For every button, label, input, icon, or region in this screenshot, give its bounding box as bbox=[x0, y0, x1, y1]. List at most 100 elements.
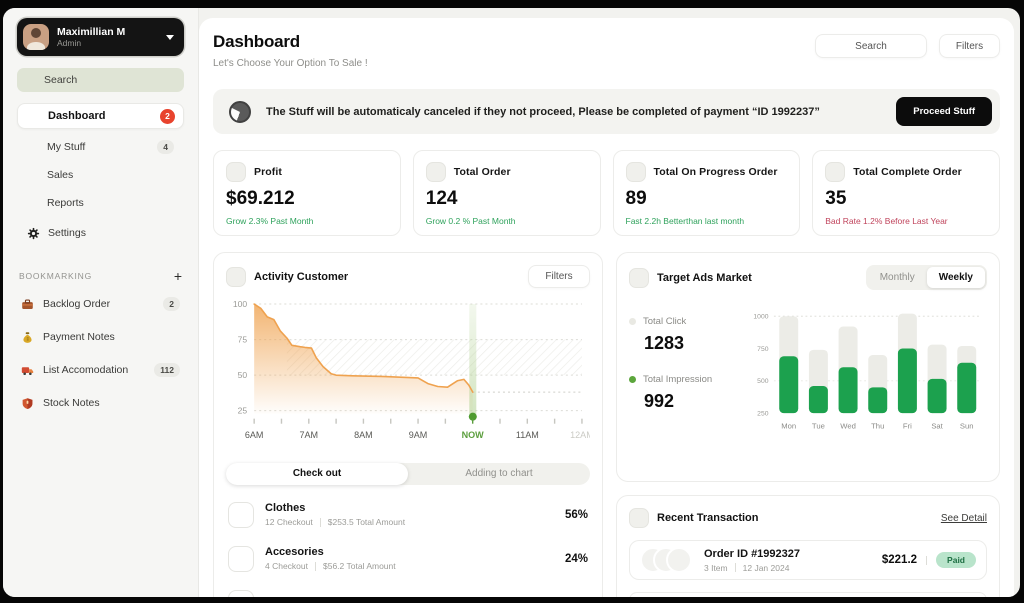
count-badge: 2 bbox=[163, 297, 180, 311]
count-badge: 112 bbox=[154, 363, 180, 377]
tab-check-out[interactable]: Check out bbox=[226, 462, 408, 485]
order-amount: $221.2 bbox=[881, 554, 918, 566]
activity-tabs: Check out Adding to chart bbox=[226, 462, 590, 485]
svg-text:Sun: Sun bbox=[960, 422, 974, 431]
user-menu[interactable]: Maximillian M Admin bbox=[17, 18, 184, 56]
sidebar-item-payment-notes[interactable]: Payment Notes bbox=[17, 325, 184, 349]
list-item-clothes[interactable]: Clothes 12 Checkout $253.5 Total Amount … bbox=[226, 493, 590, 537]
total-click-value: 1283 bbox=[644, 333, 685, 353]
order-date: 12 Jan 2024 bbox=[742, 562, 790, 573]
page-subtitle: Let's Choose Your Option To Sale ! bbox=[213, 58, 368, 69]
total-impression-value: 992 bbox=[644, 391, 675, 411]
sidebar-item-settings[interactable]: Settings bbox=[17, 221, 184, 245]
item-checkout-count: 12 Checkout bbox=[265, 517, 313, 528]
complete-order-icon bbox=[825, 162, 846, 182]
alert-banner: The Stuff will be automaticaly canceled … bbox=[213, 89, 1000, 134]
stat-note: Grow 0.2 % Past Month bbox=[425, 216, 516, 226]
item-total-amount: $253.5 Total Amount bbox=[327, 517, 406, 528]
target-ads-title: Target Ads Market bbox=[657, 271, 752, 284]
stat-label: Total On Progress Order bbox=[653, 166, 778, 178]
stat-label: Total Order bbox=[453, 166, 511, 178]
item-name: Clothes bbox=[265, 502, 306, 515]
checkout-list: Clothes 12 Checkout $253.5 Total Amount … bbox=[226, 493, 590, 597]
progress-order-icon bbox=[625, 162, 646, 182]
stat-note: Bad Rate 1.2% Before Last Year bbox=[825, 216, 948, 226]
total-click-dot bbox=[629, 318, 636, 325]
toggle-weekly[interactable]: Weekly bbox=[926, 267, 985, 288]
sidebar-item-backlog-order[interactable]: Backlog Order 2 bbox=[17, 292, 184, 316]
svg-text:8AM: 8AM bbox=[354, 430, 373, 440]
svg-text:Sat: Sat bbox=[931, 422, 943, 431]
truck-icon bbox=[21, 366, 34, 375]
activity-icon bbox=[226, 266, 246, 287]
main-content: Dashboard Let's Choose Your Option To Sa… bbox=[199, 18, 1014, 597]
item-checkbox[interactable] bbox=[228, 545, 254, 572]
stat-value: 35 bbox=[825, 188, 847, 209]
transaction-row-partial[interactable] bbox=[629, 592, 987, 597]
item-checkbox[interactable] bbox=[228, 501, 254, 528]
stat-label: Profit bbox=[254, 166, 283, 178]
moneybag-icon bbox=[23, 331, 32, 343]
proceed-stuff-button[interactable]: Proceed Stuff bbox=[896, 97, 992, 126]
sidebar-item-label: Backlog Order bbox=[43, 298, 111, 310]
status-badge: Paid bbox=[936, 552, 976, 568]
sidebar-item-label: Stock Notes bbox=[43, 397, 100, 409]
sidebar-item-list-accomodation[interactable]: List Accomodation 112 bbox=[17, 358, 184, 382]
sidebar-item-label: Dashboard bbox=[48, 110, 106, 122]
stats-row: Profit $69.212 Grow 2.3% Past Month Tota… bbox=[213, 150, 1000, 236]
item-checkbox[interactable] bbox=[228, 589, 254, 597]
stat-card-total-order: Total Order 124 Grow 0.2 % Past Month bbox=[412, 150, 601, 236]
order-id: Order ID #1992327 bbox=[704, 547, 801, 560]
item-percent: 56% bbox=[564, 508, 588, 521]
sidebar-item-dashboard[interactable]: Dashboard 2 bbox=[17, 103, 184, 129]
sidebar-item-sales[interactable]: Sales bbox=[17, 163, 184, 187]
sidebar-item-label: My Stuff bbox=[47, 141, 86, 153]
see-detail-link[interactable]: See Detail bbox=[940, 512, 987, 524]
notification-badge: 2 bbox=[160, 108, 175, 124]
total-click-label: Total Click bbox=[643, 316, 687, 327]
svg-text:750: 750 bbox=[757, 346, 769, 353]
order-items: 3 Item bbox=[704, 562, 728, 573]
stat-value: 124 bbox=[425, 188, 458, 209]
user-role: Admin bbox=[57, 37, 82, 48]
total-impression-dot bbox=[629, 376, 636, 383]
transaction-row[interactable]: Order ID #1992327 3 Item 12 Jan 2024 $22… bbox=[629, 540, 987, 580]
sidebar-item-reports[interactable]: Reports bbox=[17, 191, 184, 215]
tab-adding-to-chart[interactable]: Adding to chart bbox=[408, 463, 590, 485]
app-window: Maximillian M Admin Search Dashboard 2 M… bbox=[3, 8, 1020, 597]
svg-text:25: 25 bbox=[238, 406, 248, 416]
gear-icon bbox=[27, 227, 40, 239]
filters-button[interactable]: Filters bbox=[939, 34, 1000, 58]
search-button[interactable]: Search bbox=[815, 34, 927, 58]
sidebar-item-my-stuff[interactable]: My Stuff 4 bbox=[17, 135, 184, 159]
activity-filters-button[interactable]: Filters bbox=[528, 265, 590, 288]
list-item-accesories[interactable]: Accesories 4 Checkout $56.2 Total Amount… bbox=[226, 537, 590, 581]
transaction-thumbnails bbox=[640, 547, 694, 573]
stat-note: Fast 2.2h Betterthan last month bbox=[625, 216, 745, 226]
briefcase-icon bbox=[22, 298, 33, 309]
svg-text:Thu: Thu bbox=[871, 422, 884, 431]
toggle-monthly[interactable]: Monthly bbox=[868, 267, 927, 288]
sidebar-search-button[interactable]: Search bbox=[17, 68, 184, 92]
list-item-partial[interactable] bbox=[226, 581, 590, 597]
svg-text:75: 75 bbox=[238, 335, 248, 345]
page-title: Dashboard bbox=[213, 32, 300, 51]
total-impression-label: Total Impression bbox=[643, 374, 713, 385]
chevron-down-icon bbox=[166, 34, 174, 40]
target-ads-card: Target Ads Market Monthly Weekly Total C… bbox=[616, 252, 1000, 482]
svg-text:50: 50 bbox=[238, 370, 248, 380]
sidebar-item-stock-notes[interactable]: Stock Notes bbox=[17, 391, 184, 415]
alert-text: The Stuff will be automaticaly canceled … bbox=[266, 105, 820, 118]
item-percent: 24% bbox=[564, 552, 588, 565]
sidebar-item-label: List Accomodation bbox=[43, 364, 129, 376]
svg-text:Tue: Tue bbox=[812, 422, 825, 431]
stat-note: Grow 2.3% Past Month bbox=[226, 216, 314, 226]
add-bookmark-button[interactable]: + bbox=[173, 268, 182, 284]
stat-card-progress-order: Total On Progress Order 89 Fast 2.2h Bet… bbox=[612, 150, 801, 236]
recent-transaction-card: Recent Transaction See Detail Order ID #… bbox=[616, 495, 1000, 597]
sidebar: Maximillian M Admin Search Dashboard 2 M… bbox=[3, 8, 199, 597]
item-name: Accesories bbox=[265, 546, 324, 559]
avatar bbox=[23, 24, 49, 50]
period-toggle: Monthly Weekly bbox=[865, 265, 987, 290]
target-bar-chart: 250 500 750 1000 Mon Tue Wed Thu Fri Sat Sun bbox=[753, 313, 982, 431]
